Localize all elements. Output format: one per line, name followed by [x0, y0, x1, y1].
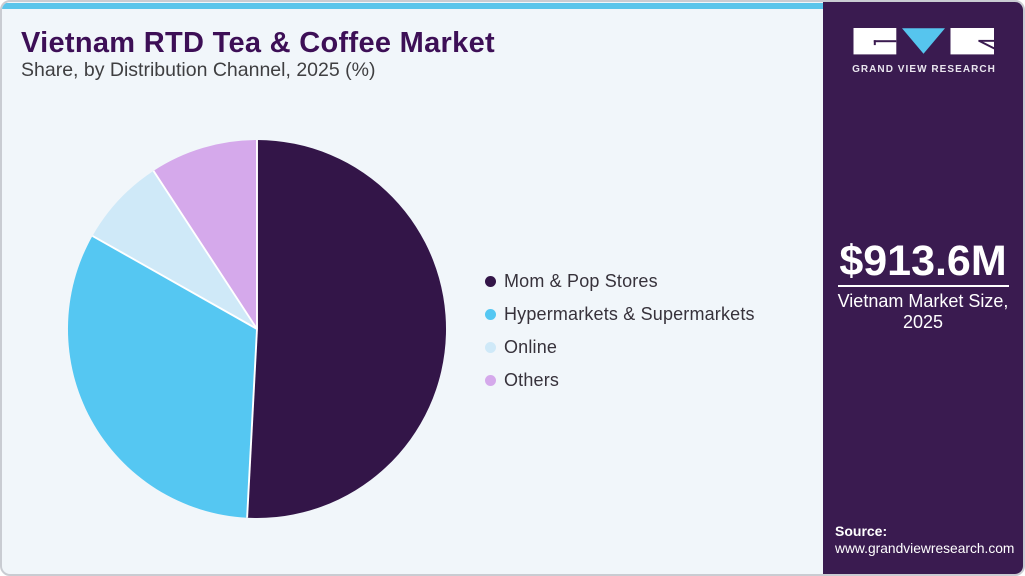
svg-text:GRAND VIEW RESEARCH: GRAND VIEW RESEARCH	[852, 64, 996, 75]
